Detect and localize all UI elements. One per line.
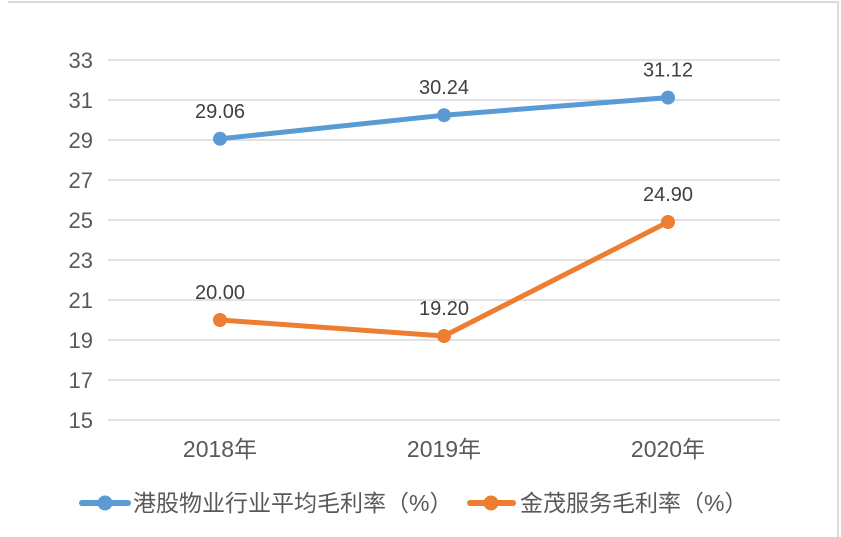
- data-point-marker: [437, 108, 451, 123]
- x-tick-label: 2018年: [183, 436, 257, 462]
- y-tick-label: 31: [69, 88, 93, 113]
- y-tick-label: 23: [69, 248, 93, 273]
- data-point-marker: [437, 329, 451, 343]
- data-point-marker: [213, 131, 227, 146]
- legend-marker-dot: [97, 495, 113, 511]
- data-label: 29.06: [195, 101, 245, 123]
- data-point-marker: [661, 90, 675, 105]
- data-label: 30.24: [419, 77, 469, 99]
- data-label: 19.20: [419, 298, 469, 320]
- data-label: 24.90: [643, 184, 693, 206]
- chart-border: [8, 1, 839, 537]
- data-label: 20.00: [195, 282, 245, 304]
- data-label: 31.12: [643, 60, 693, 82]
- legend-marker-dot: [483, 495, 499, 511]
- y-tick-label: 33: [69, 48, 93, 73]
- y-tick-label: 17: [69, 368, 93, 393]
- y-tick-label: 19: [69, 328, 93, 353]
- data-point-marker: [213, 313, 227, 327]
- legend-label: 金茂服务毛利率（%）: [520, 490, 747, 516]
- legend-label: 港股物业行业平均毛利率（%）: [133, 490, 452, 516]
- x-tick-label: 2020年: [631, 436, 705, 462]
- data-point-marker: [661, 215, 675, 229]
- y-tick-label: 25: [69, 208, 93, 233]
- y-tick-label: 15: [69, 408, 93, 433]
- y-tick-label: 29: [69, 128, 93, 153]
- x-tick-label: 2019年: [407, 436, 481, 462]
- y-tick-label: 21: [69, 288, 93, 313]
- y-tick-label: 27: [69, 168, 93, 193]
